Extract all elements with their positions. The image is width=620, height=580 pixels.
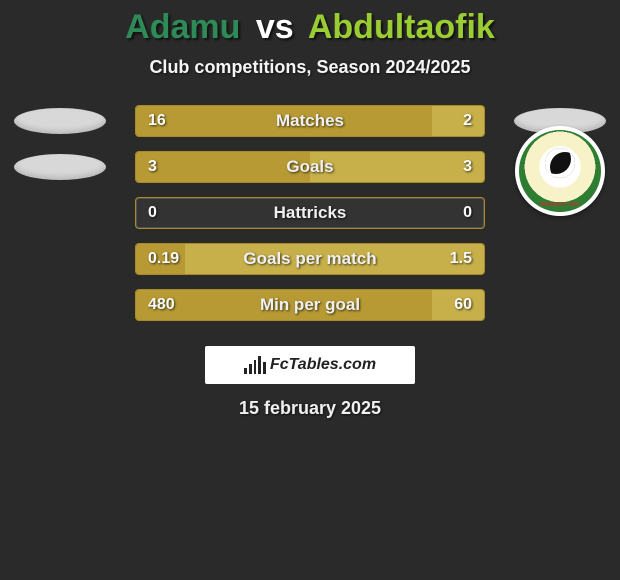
stat-bar: Hattricks0 0	[135, 197, 485, 229]
side-left-slot	[10, 146, 110, 188]
stat-row: Goals per match0.19 1.5	[0, 236, 620, 282]
footer-date: 15 february 2025	[0, 398, 620, 419]
blank-oval-icon	[14, 154, 106, 180]
side-right-slot	[510, 238, 610, 280]
stats-rows: Matches162BRANDED: 2016Goals33Hattricks0…	[0, 98, 620, 328]
stat-row: Min per goal480 60	[0, 282, 620, 328]
stat-label: Min per goal	[136, 290, 484, 320]
player1-name: Adamu	[125, 8, 240, 46]
stat-bar: Goals3 3	[135, 151, 485, 183]
subtitle: Club competitions, Season 2024/2025	[0, 57, 620, 78]
stat-bar: Goals per match0.19 1.5	[135, 243, 485, 275]
stat-bar: Min per goal480 60	[135, 289, 485, 321]
stat-value-left: 3	[148, 152, 157, 182]
side-right-slot	[510, 284, 610, 326]
fctables-logo: FcTables.com	[205, 346, 415, 384]
side-left-slot	[10, 192, 110, 234]
stat-value-right: 1.5	[450, 244, 472, 274]
logo-text: FcTables.com	[270, 356, 376, 374]
stat-value-left: 0.19	[148, 244, 179, 274]
stat-label: Hattricks	[136, 198, 484, 228]
comparison-widget: Adamu vs Abdultaofik Club competitions, …	[0, 0, 620, 419]
title-row: Adamu vs Abdultaofik	[0, 8, 620, 47]
blank-oval-icon	[14, 108, 106, 134]
stat-label: Goals per match	[136, 244, 484, 274]
side-left-slot	[10, 100, 110, 142]
side-left-slot	[10, 238, 110, 280]
stat-value-right: 60	[454, 290, 472, 320]
logo-bars-icon	[244, 356, 266, 374]
vs-text: vs	[256, 8, 294, 46]
stat-value-left: 16	[148, 106, 166, 136]
stat-label: Matches	[136, 106, 484, 136]
stat-value-left: 0	[148, 198, 157, 228]
stat-label: Goals	[136, 152, 484, 182]
stat-value-right: 0	[463, 198, 472, 228]
stat-row: BRANDED: 2016 Goals3 3	[0, 144, 620, 190]
side-right-slot	[510, 192, 610, 234]
stat-value-left: 480	[148, 290, 175, 320]
stat-row: Hattricks0 0	[0, 190, 620, 236]
stat-row: Matches16 2	[0, 98, 620, 144]
side-right-slot: BRANDED: 2016	[510, 146, 610, 188]
stat-value-right: 3	[463, 152, 472, 182]
side-left-slot	[10, 284, 110, 326]
stat-bar: Matches16 2	[135, 105, 485, 137]
player2-name: Abdultaofik	[308, 8, 495, 46]
stat-value-right: 2	[463, 106, 472, 136]
